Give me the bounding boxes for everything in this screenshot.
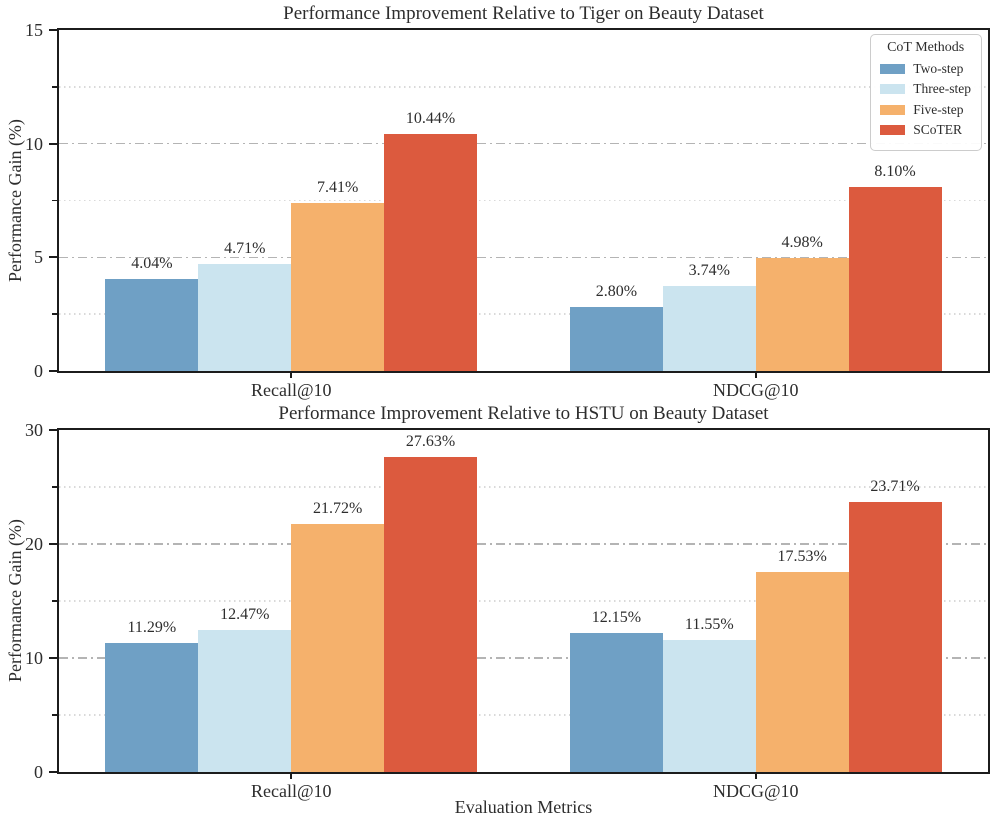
bar-scoter-ndcg-10	[848, 501, 942, 772]
bar-five-step-recall-10	[291, 202, 385, 371]
bar-value-label: 4.04%	[131, 255, 173, 273]
bar-two-step-recall-10	[105, 279, 199, 371]
y-minor-tick-mark	[52, 600, 57, 602]
gridline-major	[59, 142, 988, 145]
y-minor-tick-mark	[52, 714, 57, 716]
y-minor-tick-mark	[52, 86, 57, 88]
bar-value-label: 4.71%	[224, 239, 266, 257]
legend-item-three-step: Three-step	[880, 81, 971, 97]
bar-two-step-ndcg-10	[569, 307, 663, 371]
x-tick-mark	[754, 373, 757, 378]
bar-value-label: 11.29%	[127, 619, 177, 637]
legend-label: Three-step	[913, 81, 971, 96]
y-tick-label: 30	[25, 420, 43, 440]
bar-two-step-recall-10	[105, 643, 199, 772]
plot-area: CoT Methods Two-step Three-step Five-step S…	[25, 20, 990, 400]
bar-value-label: 8.10%	[874, 162, 916, 180]
gridline-major	[59, 256, 988, 259]
bar-value-label: 10.44%	[405, 109, 456, 127]
bar-value-label: 11.55%	[684, 616, 734, 634]
bar-value-label: 27.63%	[405, 433, 456, 451]
y-minor-tick-mark	[52, 313, 57, 315]
y-axis-label: Performance Gain (%)	[5, 519, 25, 683]
plot-area: 0 10 20 30 Recall@10 11.29% 12.47% 21.72% 27.63%…	[25, 420, 990, 801]
y-tick-mark	[49, 543, 57, 545]
y-minor-tick-mark	[52, 486, 57, 488]
y-tick-label: 10	[25, 648, 43, 668]
legend-title: CoT Methods	[887, 40, 965, 55]
x-tick-label-ndcg-10: NDCG@10	[712, 380, 799, 400]
bar-value-label: 4.98%	[781, 233, 823, 251]
gridline-minor	[59, 486, 988, 488]
gridline-major	[59, 657, 988, 659]
bar-five-step-recall-10	[291, 524, 385, 772]
y-tick-label: 0	[34, 762, 43, 782]
legend-swatch-five-step	[880, 104, 906, 115]
legend-items: Two-step Three-step Five-step SCoTER	[880, 61, 971, 139]
bar-value-label: 2.80%	[595, 283, 638, 301]
bar-value-label: 7.41%	[317, 178, 359, 196]
legend-label: Two-step	[913, 60, 964, 76]
gridline-minor	[59, 600, 988, 602]
chart-title: Performance Improvement Relative to Tige…	[283, 3, 764, 24]
x-tick-label-recall-10: Recall@10	[250, 781, 332, 801]
x-tick-label-ndcg-10: NDCG@10	[712, 781, 799, 801]
legend-item-five-step: Five-step	[880, 102, 971, 118]
y-tick-mark	[49, 256, 57, 259]
gridline-minor	[59, 313, 988, 315]
x-tick-label-recall-10: Recall@10	[250, 380, 332, 400]
legend-item-scoter: SCoTER	[880, 122, 971, 138]
bar-value-label: 3.74%	[688, 261, 730, 279]
bar-value-label: 17.53%	[777, 548, 827, 566]
bar-scoter-recall-10	[384, 457, 478, 772]
bar-three-step-recall-10	[198, 629, 292, 772]
bar-scoter-recall-10	[384, 133, 478, 371]
y-tick-mark	[49, 29, 57, 31]
y-tick-mark	[49, 429, 57, 431]
y-tick-mark	[49, 142, 57, 145]
legend-label: Five-step	[913, 101, 964, 117]
legend-item-two-step: Two-step	[880, 61, 971, 77]
chart-title: Performance Improvement Relative to HSTU…	[278, 403, 769, 424]
gridline-major	[59, 543, 988, 545]
y-tick-label: 15	[25, 20, 43, 40]
x-axis-label: Evaluation Metrics	[454, 797, 593, 817]
y-tick-mark	[49, 771, 57, 773]
x-tick-mark	[290, 373, 293, 378]
gridline-minor	[59, 714, 988, 716]
gridline-minor	[59, 86, 988, 88]
y-tick-label: 10	[25, 133, 43, 154]
legend-swatch-three-step	[880, 84, 906, 94]
gridline-minor	[59, 199, 988, 202]
bar-value-label: 23.71%	[870, 477, 920, 495]
legend-swatch-two-step	[880, 63, 906, 74]
legend: CoT Methods Two-step Three-step Five-step S…	[870, 34, 982, 151]
y-tick-label: 20	[25, 534, 43, 554]
bar-value-label: 12.15%	[591, 609, 642, 627]
x-tick-mark	[290, 774, 293, 779]
y-tick-mark	[49, 657, 57, 659]
legend-swatch-scoter	[880, 125, 906, 135]
y-tick-label: 0	[34, 361, 43, 381]
bar-value-label: 12.47%	[220, 605, 270, 623]
y-axis-label: Performance Gain (%)	[5, 119, 25, 282]
bar-five-step-ndcg-10	[755, 257, 849, 371]
y-minor-tick-mark	[52, 199, 57, 202]
bar-three-step-recall-10	[198, 263, 292, 371]
bar-five-step-ndcg-10	[755, 572, 849, 772]
legend-label: SCoTER	[913, 122, 963, 137]
y-tick-label: 5	[34, 247, 43, 268]
bar-two-step-ndcg-10	[569, 633, 663, 772]
bar-three-step-ndcg-10	[662, 640, 756, 772]
bar-value-label: 21.72%	[313, 500, 363, 518]
y-tick-mark	[49, 370, 57, 372]
x-tick-mark	[754, 774, 757, 779]
bar-scoter-ndcg-10	[848, 186, 942, 371]
bar-three-step-ndcg-10	[662, 285, 756, 371]
